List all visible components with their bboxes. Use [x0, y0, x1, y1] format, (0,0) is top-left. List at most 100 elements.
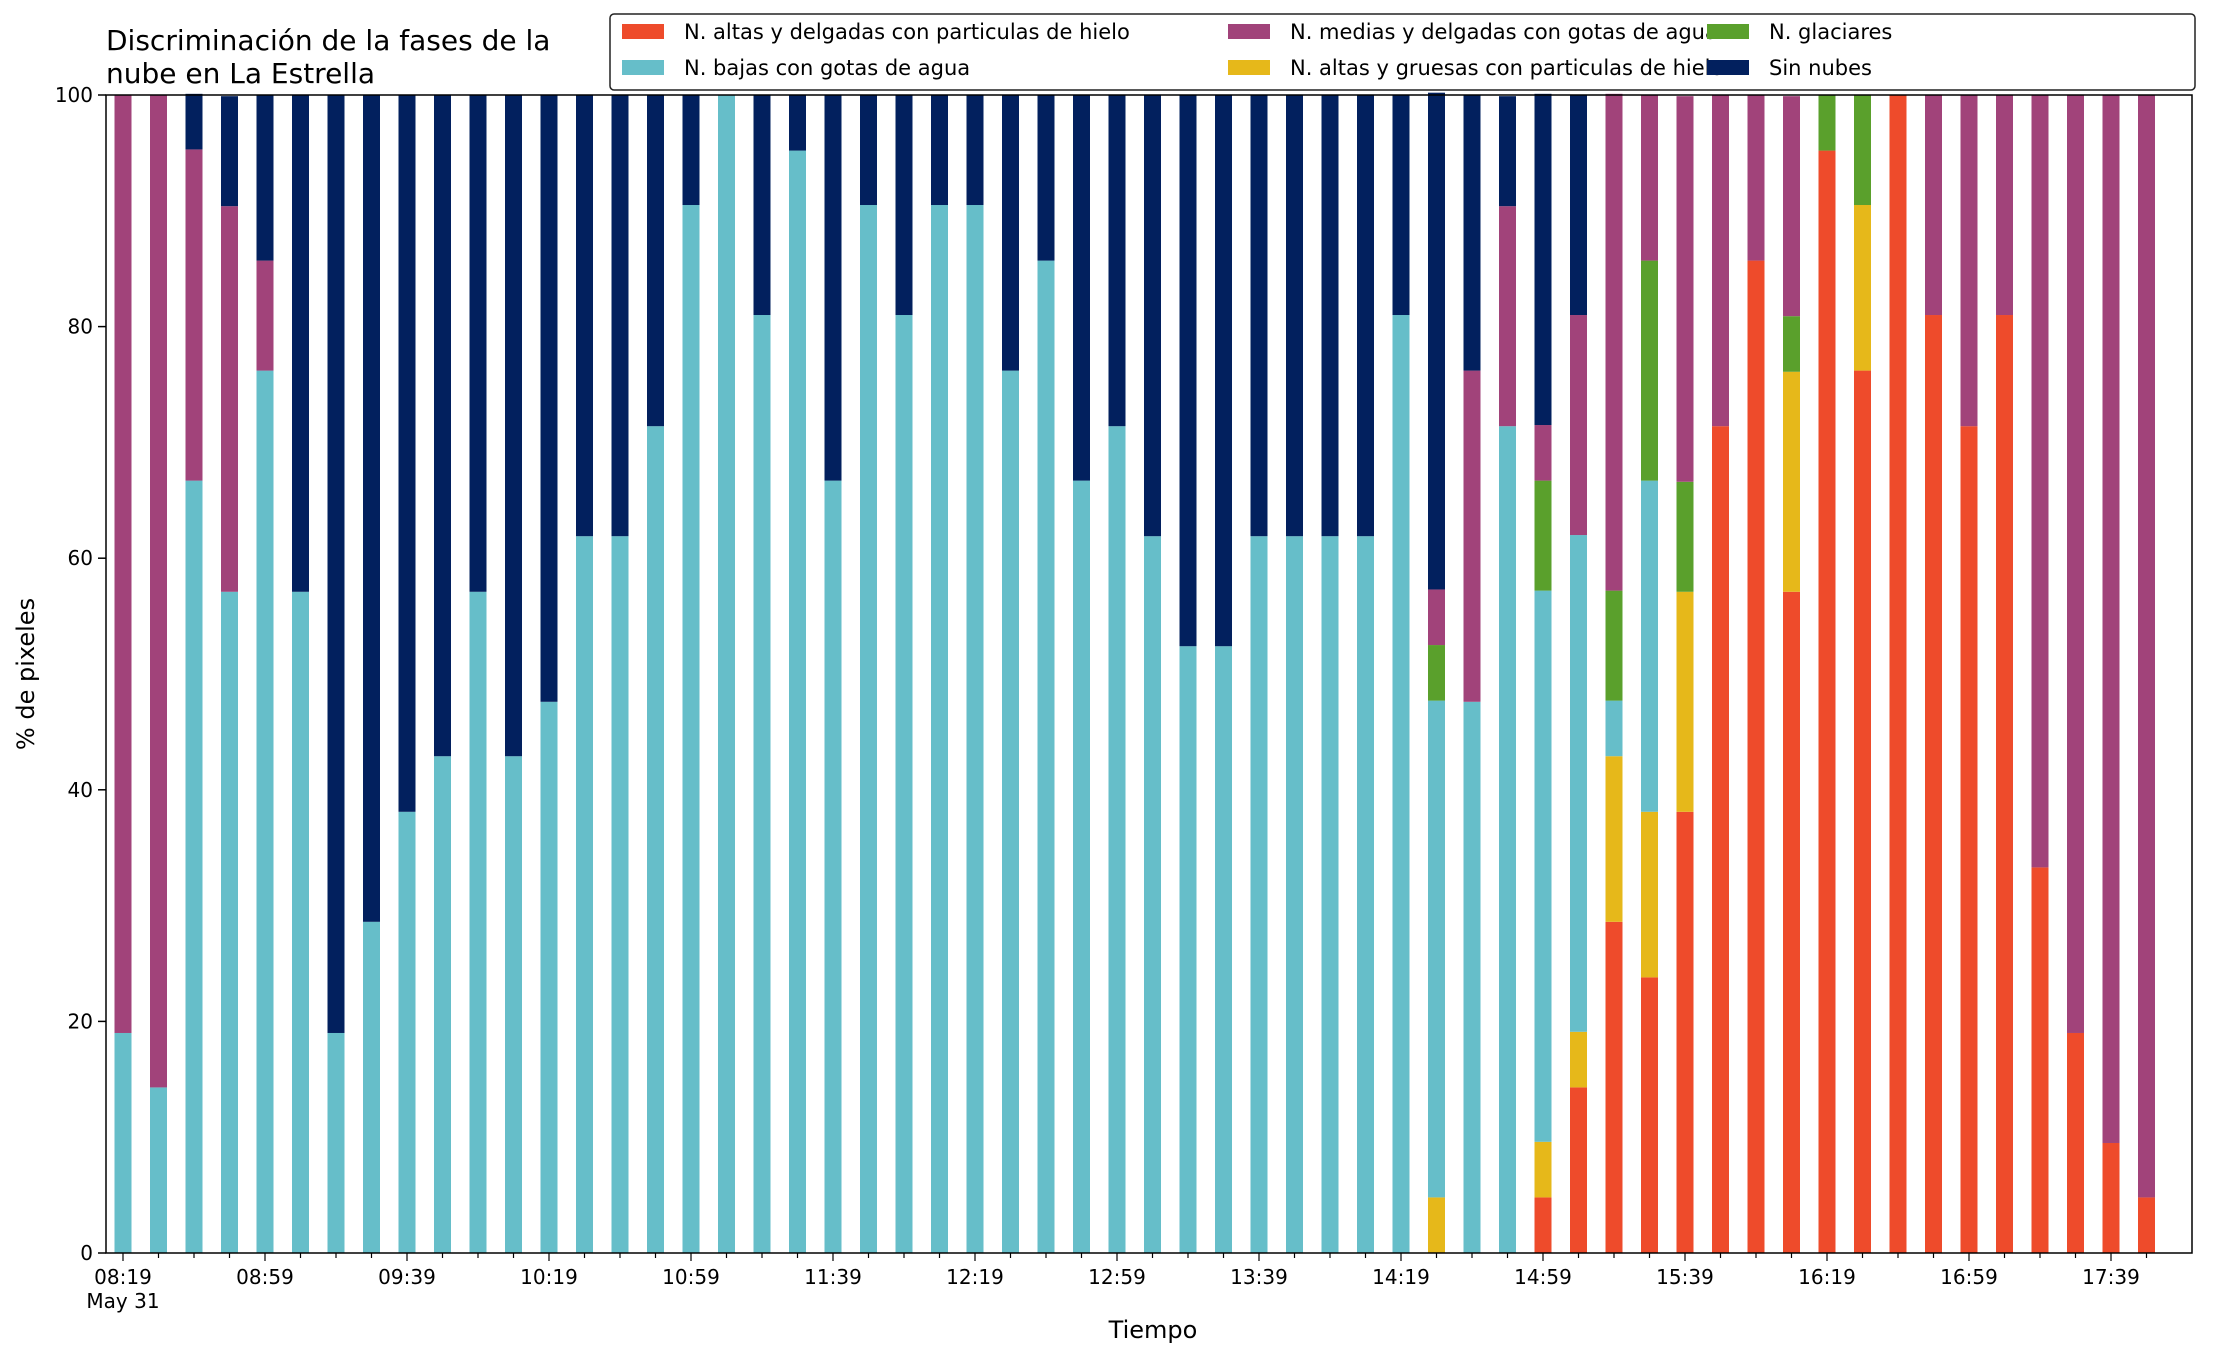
bar-segment-2-5 [185, 93, 203, 150]
bar-segment-6-2 [327, 1032, 345, 1253]
legend: N. altas y delgadas con particulas de hi… [609, 13, 2196, 91]
bar-segment-50-0 [1889, 95, 1907, 1253]
bar-segment-0-2 [114, 1032, 132, 1253]
bar-segment-42-1 [1605, 756, 1623, 922]
bar-segment-39-5 [1499, 96, 1516, 207]
bar-segment-55-0 [2067, 1032, 2084, 1253]
x-axis-ticks: 08:19 08:59 09:39 10:19 10:59 11:39 12:19 12:59… [94, 1253, 2148, 1289]
bar-segment-54-4 [2031, 95, 2049, 868]
bar-segment-39-2 [1499, 426, 1516, 1253]
y-tick-label-4: 80 [68, 315, 93, 339]
bar-segment-43-4 [1641, 95, 1658, 261]
bar-segment-42-3 [1605, 590, 1623, 701]
bar-segment-56-0 [2102, 1142, 2120, 1253]
legend-swatch-5 [1707, 60, 1749, 75]
bar-segment-46-4 [1747, 95, 1765, 261]
bar-segment-19-2 [789, 150, 806, 1254]
bar-segment-38-5 [1463, 95, 1481, 371]
bar-segment-26-5 [1037, 95, 1055, 261]
y-tick-label-2: 40 [68, 778, 93, 802]
bar-segment-43-1 [1641, 811, 1658, 978]
x-axis-label: Tiempo [1108, 1316, 1198, 1344]
bar-segment-23-5 [931, 95, 948, 206]
bar-segment-28-5 [1108, 95, 1126, 427]
bar-segment-8-2 [398, 811, 416, 1253]
bar-segment-42-2 [1605, 700, 1623, 757]
x-tick-label-4: 10:59 [662, 1265, 720, 1289]
legend-swatch-1 [1228, 60, 1270, 75]
bar-segment-3-5 [221, 96, 238, 207]
bar-segment-31-2 [1215, 646, 1232, 1253]
bar-segment-18-2 [753, 315, 771, 1253]
bar-segment-14-2 [611, 536, 629, 1253]
bar-segment-16-5 [682, 95, 700, 206]
bar-segment-35-2 [1357, 536, 1374, 1253]
y-tick-label-3: 60 [68, 546, 93, 570]
bar-segment-41-1 [1570, 1031, 1587, 1088]
bar-segment-25-5 [1002, 95, 1019, 371]
x-tick-label-7: 12:59 [1088, 1265, 1146, 1289]
legend-swatch-0 [622, 24, 664, 39]
bar-segment-19-5 [789, 95, 806, 151]
bar-segment-32-2 [1250, 536, 1268, 1253]
y-tick-label-5: 100 [55, 83, 93, 107]
bar-segment-27-5 [1073, 95, 1090, 481]
bar-segment-21-2 [860, 205, 877, 1253]
bar-segment-47-3 [1783, 316, 1800, 372]
bar-segment-15-5 [647, 95, 664, 427]
legend-label-3: N. glaciares [1769, 20, 1892, 44]
bar-segment-40-4 [1534, 425, 1552, 481]
bar-segment-10-2 [469, 591, 487, 1253]
bar-segment-20-2 [824, 480, 842, 1253]
bar-segment-9-2 [434, 756, 451, 1253]
bar-segment-12-5 [540, 95, 558, 702]
bar-segment-55-4 [2067, 95, 2084, 1033]
bar-segment-32-5 [1250, 95, 1268, 537]
legend-label-4: N. medias y delgadas con gotas de agua [1290, 20, 1718, 44]
bar-segment-48-3 [1818, 95, 1836, 151]
bar-segment-34-5 [1321, 95, 1339, 537]
bar-segment-40-5 [1534, 93, 1552, 426]
legend-swatch-2 [622, 60, 664, 75]
bar-segment-57-0 [2138, 1197, 2155, 1253]
x-tick-label-6: 12:19 [946, 1265, 1004, 1289]
bar-segment-53-0 [1996, 315, 2013, 1253]
bar-segment-51-4 [1925, 95, 1942, 316]
plot-frame [105, 94, 2193, 1254]
bars-group [114, 92, 2155, 1254]
x-tick-label-9: 14:19 [1372, 1265, 1430, 1289]
y-tick-label-0: 0 [80, 1241, 93, 1265]
bar-segment-15-2 [647, 426, 664, 1253]
bar-segment-37-5 [1428, 92, 1445, 590]
bar-segment-36-5 [1392, 95, 1410, 316]
y-axis-label: % de pixeles [12, 598, 40, 750]
x-tick-label-5: 11:39 [804, 1265, 862, 1289]
bar-segment-34-2 [1321, 536, 1339, 1253]
bar-segment-47-4 [1783, 96, 1800, 317]
chart-title-line-1: Discriminación de la fases de la [106, 24, 550, 57]
y-axis-ticks: 0 20 40 60 80 100 [55, 83, 106, 1265]
bar-segment-43-0 [1641, 977, 1658, 1253]
legend-swatch-4 [1228, 24, 1270, 39]
x-tick-label-1: 08:59 [236, 1265, 294, 1289]
bar-segment-3-4 [221, 206, 238, 592]
bar-segment-44-1 [1676, 591, 1694, 812]
bar-segment-41-2 [1570, 535, 1587, 1032]
bar-segment-41-0 [1570, 1087, 1587, 1253]
bar-segment-13-2 [576, 536, 593, 1253]
bar-segment-40-1 [1534, 1141, 1552, 1198]
bar-segment-47-0 [1783, 591, 1800, 1253]
bar-segment-30-5 [1179, 95, 1197, 647]
legend-label-5: Sin nubes [1769, 56, 1872, 80]
bar-segment-37-3 [1428, 645, 1445, 701]
bar-segment-57-4 [2138, 95, 2155, 1198]
x-tick-label-3: 10:19 [520, 1265, 578, 1289]
bar-segment-23-2 [931, 205, 948, 1253]
bar-segment-44-3 [1676, 481, 1694, 592]
bar-segment-54-0 [2031, 867, 2049, 1253]
bar-segment-37-2 [1428, 700, 1445, 1198]
bar-segment-52-4 [1960, 95, 1978, 427]
bar-segment-53-4 [1996, 95, 2013, 316]
bar-segment-45-0 [1712, 426, 1729, 1253]
x-tick-label-10: 14:59 [1514, 1265, 1572, 1289]
